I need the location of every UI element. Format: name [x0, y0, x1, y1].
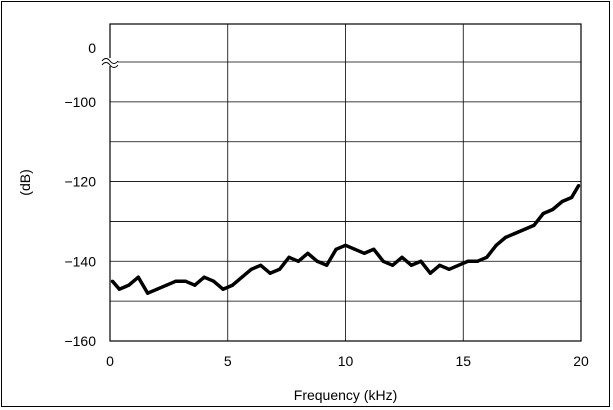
- data-point: [362, 251, 366, 255]
- data-point: [400, 255, 404, 259]
- x-tick-labels: 0 5 10 15 20: [106, 353, 589, 369]
- y-tick-labels: 0 −100 −120 −140 −160: [64, 40, 96, 349]
- y-tick-label: −140: [64, 253, 96, 269]
- data-point: [372, 247, 376, 251]
- x-axis-label: Frequency (kHz): [294, 387, 397, 403]
- data-point: [155, 287, 159, 291]
- data-point: [259, 263, 263, 267]
- x-tick-label: 5: [224, 353, 232, 369]
- data-point: [419, 259, 423, 263]
- data-point: [249, 267, 253, 271]
- data-point: [504, 235, 508, 239]
- data-point: [240, 275, 244, 279]
- data-point: [494, 243, 498, 247]
- y-tick-label: −100: [64, 94, 96, 110]
- data-point: [268, 271, 272, 275]
- plot-border: [109, 23, 582, 342]
- data-point: [315, 259, 319, 263]
- data-point: [391, 263, 395, 267]
- axis-break-line: [101, 62, 119, 68]
- data-point: [136, 275, 140, 279]
- data-point: [127, 283, 131, 287]
- x-tick-label: 20: [573, 353, 589, 369]
- data-point: [174, 279, 178, 283]
- data-point: [577, 184, 581, 188]
- data-point: [110, 279, 114, 283]
- data-point: [278, 267, 282, 271]
- data-point: [541, 211, 545, 216]
- grid: [109, 24, 582, 342]
- data-point: [438, 263, 442, 267]
- axis-break-line: [101, 58, 119, 64]
- y-axis-label: (dB): [17, 169, 33, 195]
- data-point: [306, 251, 310, 255]
- data-point: [560, 199, 564, 204]
- data-point: [230, 283, 235, 287]
- data-point: [193, 283, 197, 287]
- data-point: [287, 255, 291, 259]
- data-point: [522, 227, 527, 231]
- data-point: [409, 263, 413, 267]
- x-tick-label: 10: [338, 353, 354, 369]
- y-tick-label: −160: [64, 333, 96, 349]
- data-point: [296, 259, 300, 263]
- data-point: [183, 279, 187, 283]
- data-point: [428, 271, 432, 275]
- data-point: [456, 263, 461, 267]
- y-tick-label: 0: [88, 40, 96, 56]
- data-point: [532, 223, 536, 227]
- data-point: [353, 247, 357, 251]
- data-point: [117, 287, 121, 291]
- y-tick-label: −120: [64, 174, 96, 190]
- data-point: [485, 255, 489, 259]
- data-point: [146, 291, 150, 295]
- data-point: [343, 243, 348, 247]
- data-point: [325, 263, 329, 267]
- x-tick-label: 15: [455, 353, 471, 369]
- data-point: [202, 275, 206, 279]
- data-point: [164, 283, 169, 287]
- data-point: [513, 231, 517, 235]
- axis-break-gap: [102, 58, 118, 66]
- series-group: [110, 184, 581, 295]
- data-point: [334, 247, 338, 251]
- data-point: [570, 195, 574, 200]
- data-point: [212, 279, 216, 283]
- data-point: [475, 259, 479, 263]
- data-point: [466, 259, 470, 263]
- axis-break-mark: [101, 58, 119, 68]
- x-tick-label: 0: [106, 353, 114, 369]
- data-point: [221, 287, 225, 291]
- data-point: [447, 267, 451, 271]
- data-point: [381, 259, 385, 263]
- data-point: [551, 207, 555, 212]
